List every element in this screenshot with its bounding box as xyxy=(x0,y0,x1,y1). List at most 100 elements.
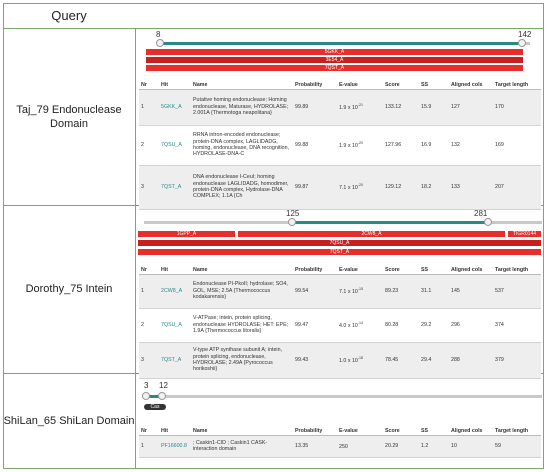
range-slider[interactable] xyxy=(156,39,530,47)
evalue-base: 1.0 x 10 xyxy=(339,358,358,365)
cell-target-length: 374 xyxy=(493,308,541,343)
cell-score: 133.12 xyxy=(383,89,419,126)
col-evalue: E-value xyxy=(337,260,383,275)
table-frame xyxy=(3,3,544,469)
cell-probability: 13.35 xyxy=(293,435,337,458)
table-row[interactable]: 3 7QST_A DNA endonuclease I-CeuI; homing… xyxy=(139,165,541,210)
col-ss: SS xyxy=(419,417,449,436)
range-end: 12 xyxy=(159,381,168,390)
table-row[interactable]: 1 PF16600.8 ; Caskin1-CID ; Caskin1 CASK… xyxy=(139,435,541,458)
cell-evalue: 1.9 x 10-21 xyxy=(337,89,383,126)
evalue-base: 4.0 x 10 xyxy=(339,323,358,330)
evalue-exponent: -20 xyxy=(357,183,363,188)
slider-handle-start[interactable] xyxy=(288,218,296,226)
cell-name: Endonuclease PI-PkoII; hydrolase; SO4, G… xyxy=(191,274,293,309)
cell-probability: 99.43 xyxy=(293,342,337,379)
slider-handle-start[interactable] xyxy=(156,39,164,47)
hit-link[interactable]: 7QST_A xyxy=(159,342,191,379)
cell-target-length: 59 xyxy=(493,435,541,458)
hits-table: Nr Hit Name Probability E-value Score SS… xyxy=(139,417,541,458)
hit-link[interactable]: 5GKK_A xyxy=(159,89,191,126)
cell-nr: 3 xyxy=(139,165,159,210)
cell-probability: 99.87 xyxy=(293,165,337,210)
col-name: Name xyxy=(191,260,293,275)
evalue-base: 1.9 x 10 xyxy=(339,143,358,150)
table-row[interactable]: 1 5GKK_A Putative homing endonuclease; H… xyxy=(139,89,541,126)
cell-probability: 99.47 xyxy=(293,308,337,343)
slider-handle-start[interactable] xyxy=(142,392,150,400)
cell-target-length: 170 xyxy=(493,89,541,126)
hit-bar[interactable]: 2CW8_A xyxy=(238,231,505,237)
cell-score: 129.12 xyxy=(383,165,419,210)
row-divider xyxy=(3,28,544,29)
evalue-exponent: -14 xyxy=(357,321,363,326)
table-row[interactable]: 2 7QSU_A RRNA intron-encoded endonucleas… xyxy=(139,125,541,166)
table-row[interactable]: 2 7QSU_A V-ATPase; intein, protein splic… xyxy=(139,308,541,343)
cell-score: 127.96 xyxy=(383,125,419,166)
cell-nr: 2 xyxy=(139,308,159,343)
table-row[interactable]: 1 2CW8_A Endonuclease PI-PkoII; hydrolas… xyxy=(139,274,541,309)
result-panel: 125 281 1GPP_A 2CW8_A TIGR0144 7QSU_A 7Q… xyxy=(136,205,544,379)
col-ss: SS xyxy=(419,75,449,90)
hit-link[interactable]: 7QST_A xyxy=(159,165,191,210)
cell-probability: 99.89 xyxy=(293,89,337,126)
query-label: ShiLan_65 ShiLan Domain xyxy=(3,415,135,427)
hit-bar[interactable]: 3E54_A xyxy=(146,57,523,63)
hit-link[interactable]: 7QSU_A xyxy=(159,125,191,166)
cell-aligned-cols: 10 xyxy=(449,435,493,458)
cell-score: 78.45 xyxy=(383,342,419,379)
hit-bar[interactable]: 1GPP_A xyxy=(138,231,235,237)
evalue-exponent: -15 xyxy=(357,287,363,292)
table-row[interactable]: 3 7QST_A V-type ATP synthase subunit A; … xyxy=(139,342,541,379)
cell-name: DNA endonuclease I-CeuI; homing endonucl… xyxy=(191,165,293,210)
table-header-row: Nr Hit Name Probability E-value Score SS… xyxy=(139,260,541,275)
evalue-exponent: -18 xyxy=(357,356,363,361)
evalue-base: 250 xyxy=(339,444,348,451)
range-slider[interactable] xyxy=(144,218,542,226)
col-evalue: E-value xyxy=(337,417,383,436)
slider-handle-end[interactable] xyxy=(158,392,166,400)
range-slider[interactable] xyxy=(142,392,542,400)
hit-bar[interactable]: 7QST_A xyxy=(138,249,541,255)
cell-ss: 29.4 xyxy=(419,342,449,379)
hit-bar[interactable]: Cas xyxy=(144,404,166,410)
hit-link[interactable]: 2CW8_A xyxy=(159,274,191,309)
hit-bar[interactable]: 5GKK_A xyxy=(146,49,523,55)
col-nr: Nr xyxy=(139,417,159,436)
col-nr: Nr xyxy=(139,260,159,275)
cell-aligned-cols: 132 xyxy=(449,125,493,166)
cell-ss: 31.1 xyxy=(419,274,449,309)
hit-bar[interactable]: 7QST_A xyxy=(146,65,523,71)
cell-nr: 1 xyxy=(139,435,159,458)
cell-evalue: 7.1 x 10-20 xyxy=(337,165,383,210)
cell-score: 80.28 xyxy=(383,308,419,343)
col-aligned-cols: Aligned cols xyxy=(449,417,493,436)
hit-bar[interactable]: TIGR0144 xyxy=(508,231,541,237)
hit-link[interactable]: 7QSU_A xyxy=(159,308,191,343)
cell-ss: 29.2 xyxy=(419,308,449,343)
cell-target-length: 169 xyxy=(493,125,541,166)
cell-ss: 1.2 xyxy=(419,435,449,458)
slider-handle-end[interactable] xyxy=(484,218,492,226)
col-name: Name xyxy=(191,75,293,90)
cell-evalue: 7.1 x 10-15 xyxy=(337,274,383,309)
hit-link[interactable]: PF16600.8 xyxy=(159,435,191,458)
cell-name: Putative homing endonuclease; Homing end… xyxy=(191,89,293,126)
col-aligned-cols: Aligned cols xyxy=(449,260,493,275)
slider-handle-end[interactable] xyxy=(518,39,526,47)
cell-aligned-cols: 296 xyxy=(449,308,493,343)
col-score: Score xyxy=(383,75,419,90)
table-header-row: Nr Hit Name Probability E-value Score SS… xyxy=(139,75,541,90)
result-panel: 8 142 5GKK_A 3E54_A 7QST_A Nr Hit Name P… xyxy=(136,28,544,210)
range-start: 8 xyxy=(156,30,161,39)
cell-evalue: 4.0 x 10-14 xyxy=(337,308,383,343)
cell-target-length: 537 xyxy=(493,274,541,309)
table-header-row: Nr Hit Name Probability E-value Score SS… xyxy=(139,417,541,436)
hits-table: Nr Hit Name Probability E-value Score SS… xyxy=(139,260,541,379)
cell-aligned-cols: 127 xyxy=(449,89,493,126)
slider-fill xyxy=(160,42,522,45)
cell-aligned-cols: 133 xyxy=(449,165,493,210)
hit-bar[interactable]: 7QSU_A xyxy=(138,240,541,246)
cell-name: ; Caskin1-CID ; Caskin1 CASK-interaction… xyxy=(191,435,293,458)
